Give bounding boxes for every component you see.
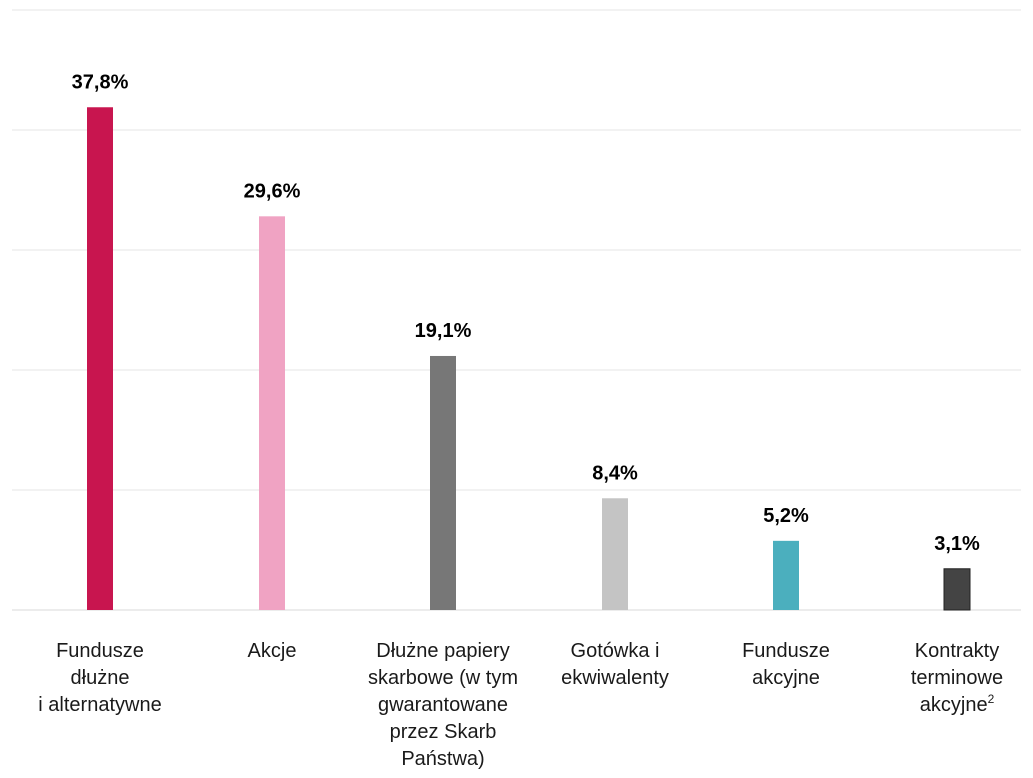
category-label: Gotówka i ekwiwalenty	[561, 640, 669, 689]
data-label: 3,1%	[934, 533, 980, 555]
data-label: 29,6%	[244, 180, 301, 202]
bar	[943, 568, 971, 611]
value-labels: 37,8% 29,6% 19,1% 8,4% 5,2% 3,1%	[72, 71, 980, 555]
bar	[773, 540, 799, 610]
bar	[602, 498, 628, 610]
category-label: Dłużne papiery skarbowe (w tym gwarantowan…	[368, 640, 518, 770]
bar	[430, 355, 456, 610]
data-label: 8,4%	[592, 462, 638, 484]
bar	[259, 216, 285, 610]
category-label: Fundusze dłużne i alternatywne	[38, 640, 161, 716]
category-labels: Fundusze dłużne i alternatywne Akcje Dłużne …	[38, 640, 1003, 770]
gridlines	[12, 9, 1021, 611]
category-label: Kontrakty terminowe akcyjne2	[911, 640, 1003, 716]
data-label: 37,8%	[72, 71, 129, 93]
category-label: Fundusze akcyjne	[742, 640, 830, 689]
category-label: Akcje	[248, 640, 297, 662]
data-label: 5,2%	[763, 505, 809, 527]
bars	[87, 107, 971, 611]
bar	[87, 107, 113, 610]
data-label: 19,1%	[415, 320, 472, 342]
